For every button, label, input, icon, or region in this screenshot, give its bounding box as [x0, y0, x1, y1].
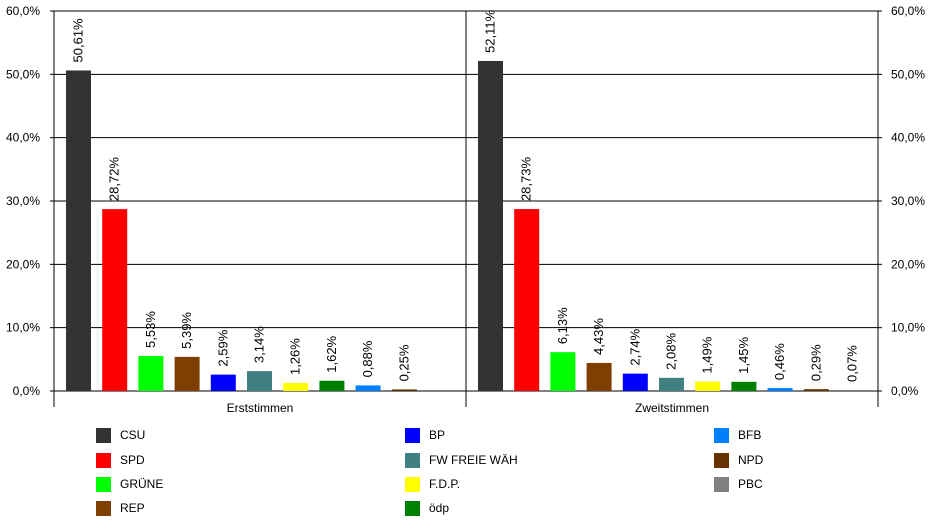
- bar: [514, 209, 540, 391]
- data-label: 0,88%: [360, 340, 375, 377]
- bar: [803, 389, 829, 391]
- axes: 0,0% 0,0% 10,0% 10,0% 20,0% 20,0% 30,0% 30,0% 40…: [6, 4, 925, 415]
- bar: [102, 209, 128, 391]
- data-label: 1,26%: [288, 338, 303, 375]
- bar: [66, 70, 91, 391]
- y-tick-label-left: 10,0%: [6, 321, 40, 335]
- bar: [319, 380, 345, 391]
- y-tick-label-right: 60,0%: [891, 4, 925, 18]
- bar: [210, 374, 236, 391]
- y-tick-label-right: 40,0%: [891, 131, 925, 145]
- data-label: 0,46%: [772, 343, 787, 380]
- bar: [355, 385, 381, 391]
- data-label: 50,61%: [71, 18, 86, 63]
- y-tick-label-left: 30,0%: [6, 194, 40, 208]
- x-category-label: Zweitstimmen: [635, 401, 709, 415]
- bar: [586, 362, 612, 391]
- y-tick-label-left: 0,0%: [13, 384, 41, 398]
- data-label: 0,29%: [808, 344, 823, 381]
- data-labels: 50,61% 28,72% 5,53% 5,39% 2,59% 3,14% 1,26% 1,6…: [71, 9, 860, 382]
- bar: [731, 381, 757, 391]
- bar: [478, 60, 503, 391]
- bar: [391, 389, 417, 391]
- data-label: 2,08%: [664, 333, 679, 370]
- y-tick-label-right: 30,0%: [891, 194, 925, 208]
- y-tick-label-right: 0,0%: [891, 384, 919, 398]
- y-tick-label-right: 50,0%: [891, 67, 925, 81]
- data-label: 3,14%: [252, 326, 267, 363]
- bar: [283, 383, 309, 391]
- data-label: 6,13%: [555, 307, 570, 344]
- y-tick-label-left: 50,0%: [6, 67, 40, 81]
- bar: [174, 356, 200, 391]
- y-tick-label-left: 60,0%: [6, 4, 40, 18]
- bars: [66, 60, 865, 391]
- data-label: 28,72%: [107, 157, 122, 202]
- bar: [622, 373, 648, 391]
- y-tick-label-right: 20,0%: [891, 257, 925, 271]
- bar: [767, 388, 793, 391]
- data-label: 4,43%: [591, 318, 606, 355]
- data-label: 1,62%: [324, 335, 339, 372]
- data-label: 1,45%: [736, 337, 751, 374]
- bar: [695, 381, 721, 391]
- bar: [840, 390, 865, 391]
- bar: [138, 355, 164, 391]
- y-tick-label-left: 20,0%: [6, 257, 40, 271]
- bar: [247, 371, 272, 391]
- x-category-label: Erststimmen: [227, 401, 294, 415]
- data-label: 0,25%: [396, 344, 411, 381]
- data-label: 28,73%: [519, 157, 534, 202]
- data-label: 5,53%: [143, 311, 158, 348]
- y-tick-label-left: 40,0%: [6, 131, 40, 145]
- data-label: 0,07%: [845, 345, 860, 382]
- data-label: 2,74%: [627, 328, 642, 365]
- data-label: 52,11%: [483, 9, 498, 53]
- data-label: 5,39%: [179, 312, 194, 349]
- data-label: 1,49%: [700, 336, 715, 373]
- bar: [550, 352, 576, 391]
- bar: [659, 377, 684, 391]
- y-tick-label-right: 10,0%: [891, 321, 925, 335]
- data-label: 2,59%: [215, 329, 230, 366]
